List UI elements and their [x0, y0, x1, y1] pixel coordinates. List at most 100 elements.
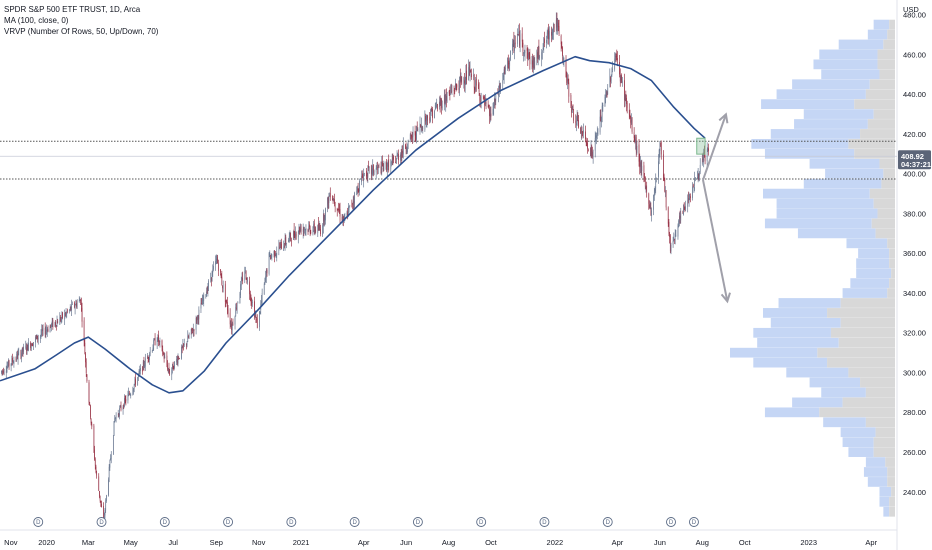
candle-body	[541, 52, 543, 59]
candle-body	[21, 353, 22, 359]
candle-body	[297, 232, 299, 238]
candle-body	[186, 342, 188, 346]
candle-body	[407, 147, 408, 153]
candle-body	[580, 129, 582, 135]
candle-body	[533, 57, 535, 68]
candle-body	[690, 196, 691, 198]
candle-body	[1, 370, 3, 372]
candle-body	[436, 105, 438, 108]
candle-body	[349, 205, 351, 206]
candle-body	[6, 366, 8, 373]
candle-body	[220, 269, 221, 273]
candle-body	[694, 177, 696, 180]
candle-body	[625, 95, 627, 97]
candle-body	[596, 135, 597, 138]
candle-body	[279, 247, 280, 249]
candle-body	[610, 77, 611, 82]
legend-ma[interactable]: MA (100, close, 0)	[4, 16, 69, 25]
candle-body	[382, 168, 384, 170]
candle-body	[113, 421, 115, 436]
candle-body	[176, 359, 178, 363]
volume-row-down	[840, 317, 895, 328]
candle-body	[397, 154, 399, 157]
candle-body	[507, 57, 508, 69]
candle-body	[75, 303, 77, 306]
volume-row-down	[873, 437, 895, 448]
candle-body	[674, 239, 675, 241]
candle-body	[592, 151, 594, 159]
candle-body	[266, 269, 268, 274]
candle-body	[470, 71, 472, 72]
volume-row-up	[840, 427, 876, 438]
legend-vrvp[interactable]: VRVP (Number Of Rows, 50, Up/Down, 70)	[4, 27, 159, 36]
candle-body	[314, 229, 316, 233]
candle-body	[601, 116, 602, 123]
candle-body	[519, 31, 520, 46]
candle-body	[606, 91, 608, 97]
candle-body	[372, 165, 374, 170]
volume-row-down	[842, 397, 895, 408]
candle-body	[236, 304, 238, 311]
volume-row-down	[889, 496, 895, 507]
candle-body	[430, 116, 431, 122]
candle-body	[149, 351, 151, 355]
candle-body	[334, 202, 336, 208]
volume-row-down	[873, 447, 895, 457]
candle-body	[685, 206, 686, 210]
candle-body	[30, 342, 31, 348]
candle-body	[538, 46, 540, 58]
candle-body	[450, 91, 452, 92]
candle-body	[46, 329, 47, 331]
candle-body	[56, 320, 58, 327]
volume-row-down	[879, 69, 895, 80]
volume-row-up	[809, 158, 880, 169]
candle-body	[621, 75, 622, 82]
candle-body	[156, 340, 158, 346]
legend-symbol[interactable]: SPDR S&P 500 ETF TRUST, 1D, Arca	[4, 5, 141, 14]
candle-body	[163, 355, 165, 359]
candle-body	[153, 340, 155, 349]
volume-row-down	[854, 148, 895, 159]
projection-arrowhead	[718, 112, 729, 124]
candle-body	[244, 271, 246, 280]
candle-body	[254, 315, 256, 317]
candle-body	[36, 334, 38, 339]
candle-body	[182, 344, 184, 348]
candle-body	[329, 195, 330, 197]
candle-body	[484, 99, 486, 106]
candle-body	[252, 302, 253, 303]
candle-body	[187, 335, 189, 343]
candle-body	[571, 106, 573, 113]
candle-body	[35, 336, 37, 338]
candle-body	[485, 101, 487, 105]
candle-body	[692, 186, 693, 198]
y-tick-label: 360.00	[903, 249, 926, 258]
candle-body	[673, 238, 675, 240]
candle-body	[198, 309, 200, 320]
volume-row-down	[865, 417, 895, 428]
candle-body	[295, 232, 296, 238]
volume-row-down	[819, 407, 895, 418]
candle-body	[236, 307, 237, 309]
volume-row-up	[753, 357, 828, 368]
candle-body	[364, 173, 365, 174]
candle-body	[269, 253, 271, 255]
candle-body	[216, 258, 218, 261]
x-tick-label: Apr	[358, 538, 370, 547]
candle-body	[27, 344, 29, 351]
candle-body	[79, 300, 81, 301]
candle-body	[130, 394, 132, 396]
candle-body	[357, 187, 358, 191]
volume-row-down	[838, 337, 895, 348]
candle-body	[318, 226, 320, 230]
candle-body	[475, 78, 477, 86]
candle-body	[299, 227, 301, 232]
candle-body	[44, 328, 46, 335]
candle-body	[104, 509, 106, 516]
candle-body	[592, 151, 593, 157]
candle-body	[356, 190, 358, 195]
candle-body	[441, 99, 442, 109]
candle-body	[226, 300, 228, 303]
